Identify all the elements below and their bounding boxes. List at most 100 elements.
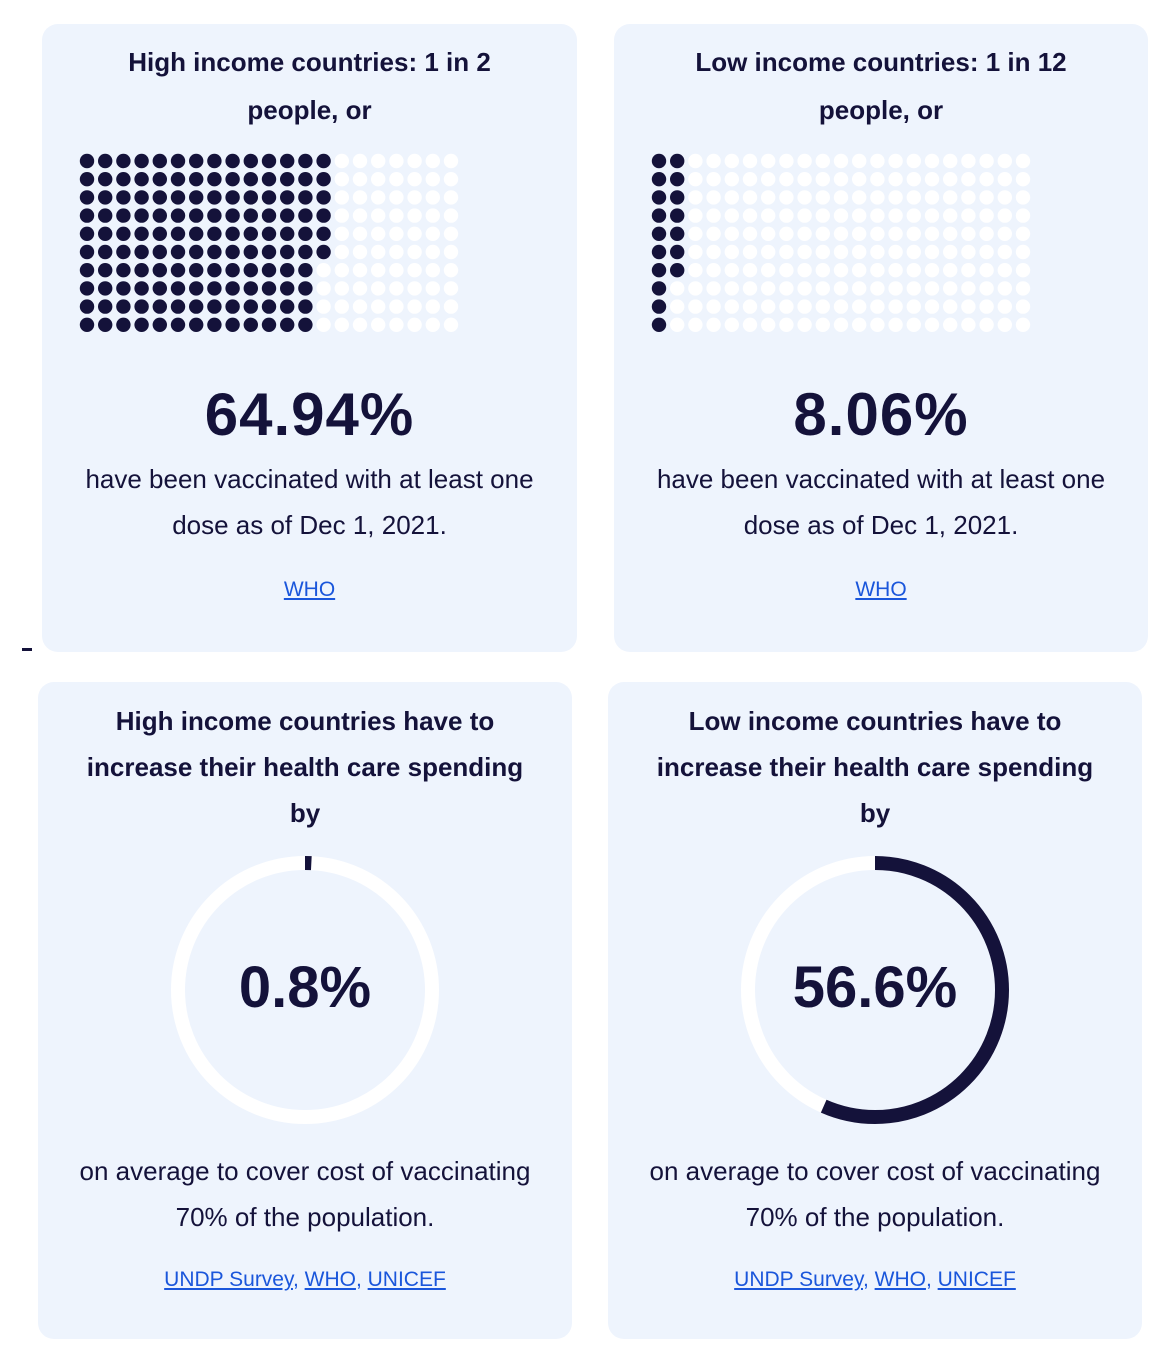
- waffle-dot-filled: [316, 208, 331, 223]
- waffle-dot-filled: [651, 208, 667, 223]
- waffle-dot-empty: [815, 172, 830, 187]
- waffle-dot-filled: [98, 317, 113, 332]
- source-link-undp-survey[interactable]: UNDP Survey: [164, 1268, 293, 1291]
- waffle-dot-empty: [443, 299, 459, 314]
- waffle-dot-filled: [170, 208, 186, 223]
- waffle-dot-filled: [280, 244, 295, 260]
- waffle-dot-empty: [888, 317, 903, 332]
- waffle-dot-empty: [334, 172, 349, 187]
- waffle-dot-empty: [1015, 172, 1031, 187]
- description: have been vaccinated with at least one d…: [656, 464, 1106, 540]
- waffle-dot-empty: [425, 208, 440, 223]
- waffle-dot-filled: [316, 172, 331, 187]
- waffle-dot-empty: [924, 172, 940, 187]
- waffle-dot-filled: [189, 263, 204, 278]
- waffle-dot-empty: [371, 153, 386, 169]
- waffle-dot-empty: [906, 190, 921, 205]
- source-link-who[interactable]: WHO: [304, 1268, 356, 1291]
- donut-value-arc: [171, 856, 439, 1124]
- waffle-dot-empty: [924, 281, 940, 296]
- waffle-dot-filled: [316, 190, 331, 205]
- waffle-dot-filled: [98, 281, 113, 296]
- waffle-dot-filled: [170, 172, 186, 187]
- waffle-dot-filled: [207, 263, 222, 278]
- waffle-dot-empty: [407, 317, 422, 332]
- waffle-dot-empty: [833, 244, 849, 260]
- waffle-dot-filled: [98, 226, 113, 241]
- waffle-dot-filled: [170, 317, 186, 332]
- waffle-dot-empty: [371, 317, 386, 332]
- waffle-dot-empty: [870, 263, 885, 278]
- waffle-dot-empty: [961, 299, 976, 314]
- source-link-undp-survey[interactable]: UNDP Survey: [734, 1268, 863, 1291]
- waffle-dot-empty: [334, 281, 349, 296]
- waffle-dot-empty: [779, 317, 794, 332]
- waffle-dot-empty: [943, 226, 958, 241]
- waffle-dot-empty: [670, 299, 685, 314]
- waffle-dot-empty: [334, 226, 349, 241]
- waffle-dot-filled: [79, 317, 95, 332]
- waffle-dot-empty: [425, 281, 440, 296]
- waffle-dot-empty: [997, 190, 1012, 205]
- waffle-dot-filled: [243, 299, 258, 314]
- source-separator: ,: [355, 1268, 362, 1291]
- waffle-dot-filled: [280, 172, 295, 187]
- waffle-dot-filled: [261, 208, 277, 223]
- waffle-dot-empty: [334, 299, 349, 314]
- source-link-unicef[interactable]: UNICEF: [367, 1268, 446, 1291]
- waffle-dot-empty: [779, 263, 794, 278]
- waffle-dot-empty: [979, 153, 994, 169]
- waffle-dot-empty: [797, 299, 812, 314]
- waffle-dot-filled: [651, 317, 667, 332]
- waffle-dot-filled: [280, 153, 295, 169]
- waffle-dot-empty: [997, 244, 1012, 260]
- waffle-dot-empty: [833, 153, 849, 169]
- waffle-dot-empty: [779, 226, 794, 241]
- waffle-dot-filled: [189, 172, 204, 187]
- waffle-dot-empty: [997, 299, 1012, 314]
- waffle-dot-filled: [116, 172, 131, 187]
- waffle-dot-empty: [371, 299, 386, 314]
- waffle-dot-empty: [870, 244, 885, 260]
- waffle-dot-empty: [443, 172, 459, 187]
- waffle-dot-empty: [706, 299, 721, 314]
- waffle-dot-filled: [116, 299, 131, 314]
- waffle-dot-empty: [425, 226, 440, 241]
- waffle-dot-empty: [906, 244, 921, 260]
- waffle-dot-filled: [225, 317, 240, 332]
- waffle-dot-empty: [815, 190, 830, 205]
- card-low-income-spending: Low income countries have to increase th…: [608, 682, 1142, 1339]
- waffle-dot-filled: [134, 226, 149, 241]
- waffle-dot-empty: [815, 244, 830, 260]
- waffle-dot-empty: [724, 244, 739, 260]
- waffle-dot-filled: [170, 299, 186, 314]
- waffle-dot-filled: [134, 208, 149, 223]
- waffle-dot-empty: [688, 317, 703, 332]
- waffle-dot-empty: [852, 172, 867, 187]
- waffle-dot-filled: [298, 226, 313, 241]
- source-link-who[interactable]: WHO: [874, 1268, 926, 1291]
- waffle-dot-empty: [852, 153, 867, 169]
- waffle-dot-empty: [407, 208, 422, 223]
- waffle-dot-empty: [389, 172, 404, 187]
- waffle-dot-filled: [116, 208, 131, 223]
- waffle-dot-filled: [207, 226, 222, 241]
- source-link-who[interactable]: WHO: [855, 578, 907, 601]
- waffle-chart: [651, 153, 1031, 332]
- waffle-dot-empty: [425, 263, 440, 278]
- waffle-dot-filled: [651, 190, 667, 205]
- waffle-dot-empty: [961, 263, 976, 278]
- waffle-dot-filled: [170, 226, 186, 241]
- waffle-dot-empty: [997, 281, 1012, 296]
- source-link-unicef[interactable]: UNICEF: [937, 1268, 1016, 1291]
- waffle-dot-empty: [724, 281, 739, 296]
- source-link-who[interactable]: WHO: [283, 578, 336, 601]
- waffle-dot-empty: [833, 190, 849, 205]
- waffle-dot-empty: [389, 153, 404, 169]
- waffle-dot-empty: [852, 226, 867, 241]
- waffle-dot-filled: [280, 281, 295, 296]
- waffle-dot-empty: [779, 153, 794, 169]
- spending-percentage: 56.6%: [792, 955, 958, 1020]
- waffle-dot-filled: [225, 281, 240, 296]
- waffle-dot-filled: [79, 226, 95, 241]
